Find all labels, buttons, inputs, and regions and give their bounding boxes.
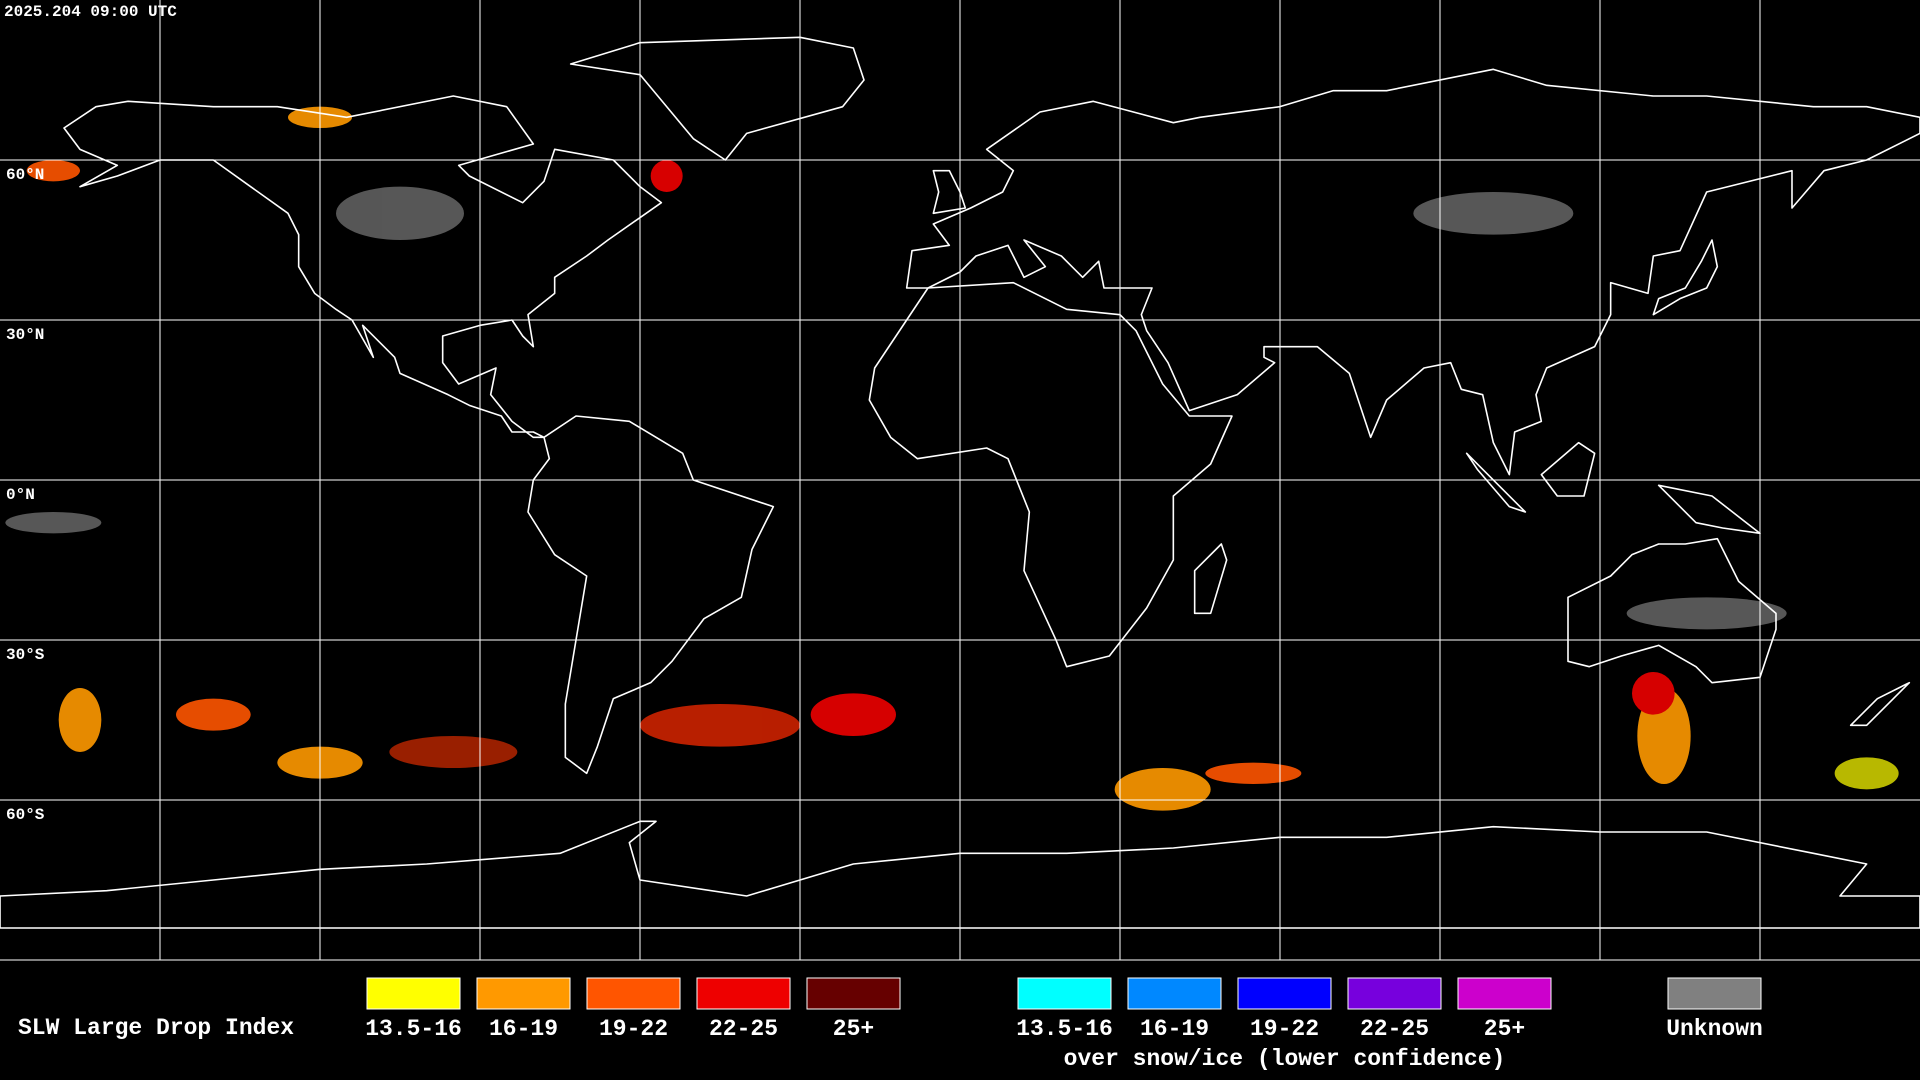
greenland bbox=[571, 37, 864, 160]
patch bbox=[1631, 671, 1675, 715]
south-america bbox=[528, 416, 773, 773]
legend-swatch bbox=[366, 977, 461, 1010]
patch bbox=[1834, 757, 1899, 790]
patch bbox=[640, 703, 801, 747]
north-america bbox=[64, 96, 661, 437]
africa bbox=[869, 283, 1232, 667]
map-layers bbox=[0, 0, 1920, 960]
borneo bbox=[1541, 443, 1594, 496]
legend-label: 13.5-16 bbox=[1016, 1016, 1113, 1042]
legend-title: SLW Large Drop Index bbox=[18, 1015, 294, 1041]
latitude-label: 60°N bbox=[6, 166, 44, 184]
patch bbox=[176, 698, 251, 731]
latitude-label: 0°N bbox=[6, 486, 35, 504]
legend-swatch bbox=[1017, 977, 1112, 1010]
patch bbox=[1626, 597, 1787, 630]
legend-label: 22-25 bbox=[1360, 1016, 1429, 1042]
legend-label: 19-22 bbox=[1250, 1016, 1319, 1042]
legend-swatch bbox=[1667, 977, 1762, 1010]
patch bbox=[1205, 762, 1302, 784]
legend-swatch bbox=[1237, 977, 1332, 1010]
legend-swatch bbox=[1457, 977, 1552, 1010]
latitude-labels: 60°N 30°N 0°N 30°S 60°S bbox=[6, 166, 45, 824]
legend-label: 13.5-16 bbox=[365, 1016, 462, 1042]
legend-swatch bbox=[476, 977, 571, 1010]
latitude-label: 30°N bbox=[6, 326, 44, 344]
legend-caption: over snow/ice (lower confidence) bbox=[1064, 1046, 1506, 1072]
eurasia bbox=[907, 69, 1920, 474]
legend-label: 16-19 bbox=[1140, 1016, 1209, 1042]
patch bbox=[26, 160, 81, 182]
legend-label: 19-22 bbox=[599, 1016, 668, 1042]
patch bbox=[650, 160, 683, 193]
patch bbox=[1413, 192, 1574, 235]
patch bbox=[336, 186, 465, 241]
australia bbox=[1568, 539, 1776, 683]
britain bbox=[933, 171, 965, 214]
legend: 13.5-16 16-19 19-22 22-25 25+ 13.5-16 16-19 19-… bbox=[365, 977, 1763, 1072]
legend-label: 25+ bbox=[1484, 1016, 1525, 1042]
sumatra-borneo bbox=[1467, 453, 1526, 512]
legend-swatch bbox=[806, 977, 901, 1010]
patch bbox=[810, 693, 897, 736]
legend-label: Unknown bbox=[1666, 1016, 1763, 1042]
cloud-patches bbox=[5, 106, 1899, 811]
patch bbox=[1114, 767, 1211, 811]
patch bbox=[5, 511, 102, 534]
graticule bbox=[0, 0, 1920, 960]
legend-swatch bbox=[696, 977, 791, 1010]
legend-label: 16-19 bbox=[489, 1016, 558, 1042]
latitude-label: 30°S bbox=[6, 646, 45, 664]
legend-label: 22-25 bbox=[709, 1016, 778, 1042]
new-zealand bbox=[1851, 683, 1910, 726]
legend-swatch bbox=[1347, 977, 1442, 1010]
timestamp: 2025.204 09:00 UTC bbox=[4, 3, 177, 21]
patch bbox=[389, 735, 518, 768]
madagascar bbox=[1195, 544, 1227, 613]
patch bbox=[58, 687, 102, 752]
legend-label: 25+ bbox=[833, 1016, 874, 1042]
japan bbox=[1653, 240, 1717, 315]
latitude-label: 60°S bbox=[6, 806, 45, 824]
map bbox=[0, 0, 1920, 961]
legend-swatch bbox=[1127, 977, 1222, 1010]
new-guinea bbox=[1659, 485, 1760, 533]
legend-swatch bbox=[586, 977, 681, 1010]
